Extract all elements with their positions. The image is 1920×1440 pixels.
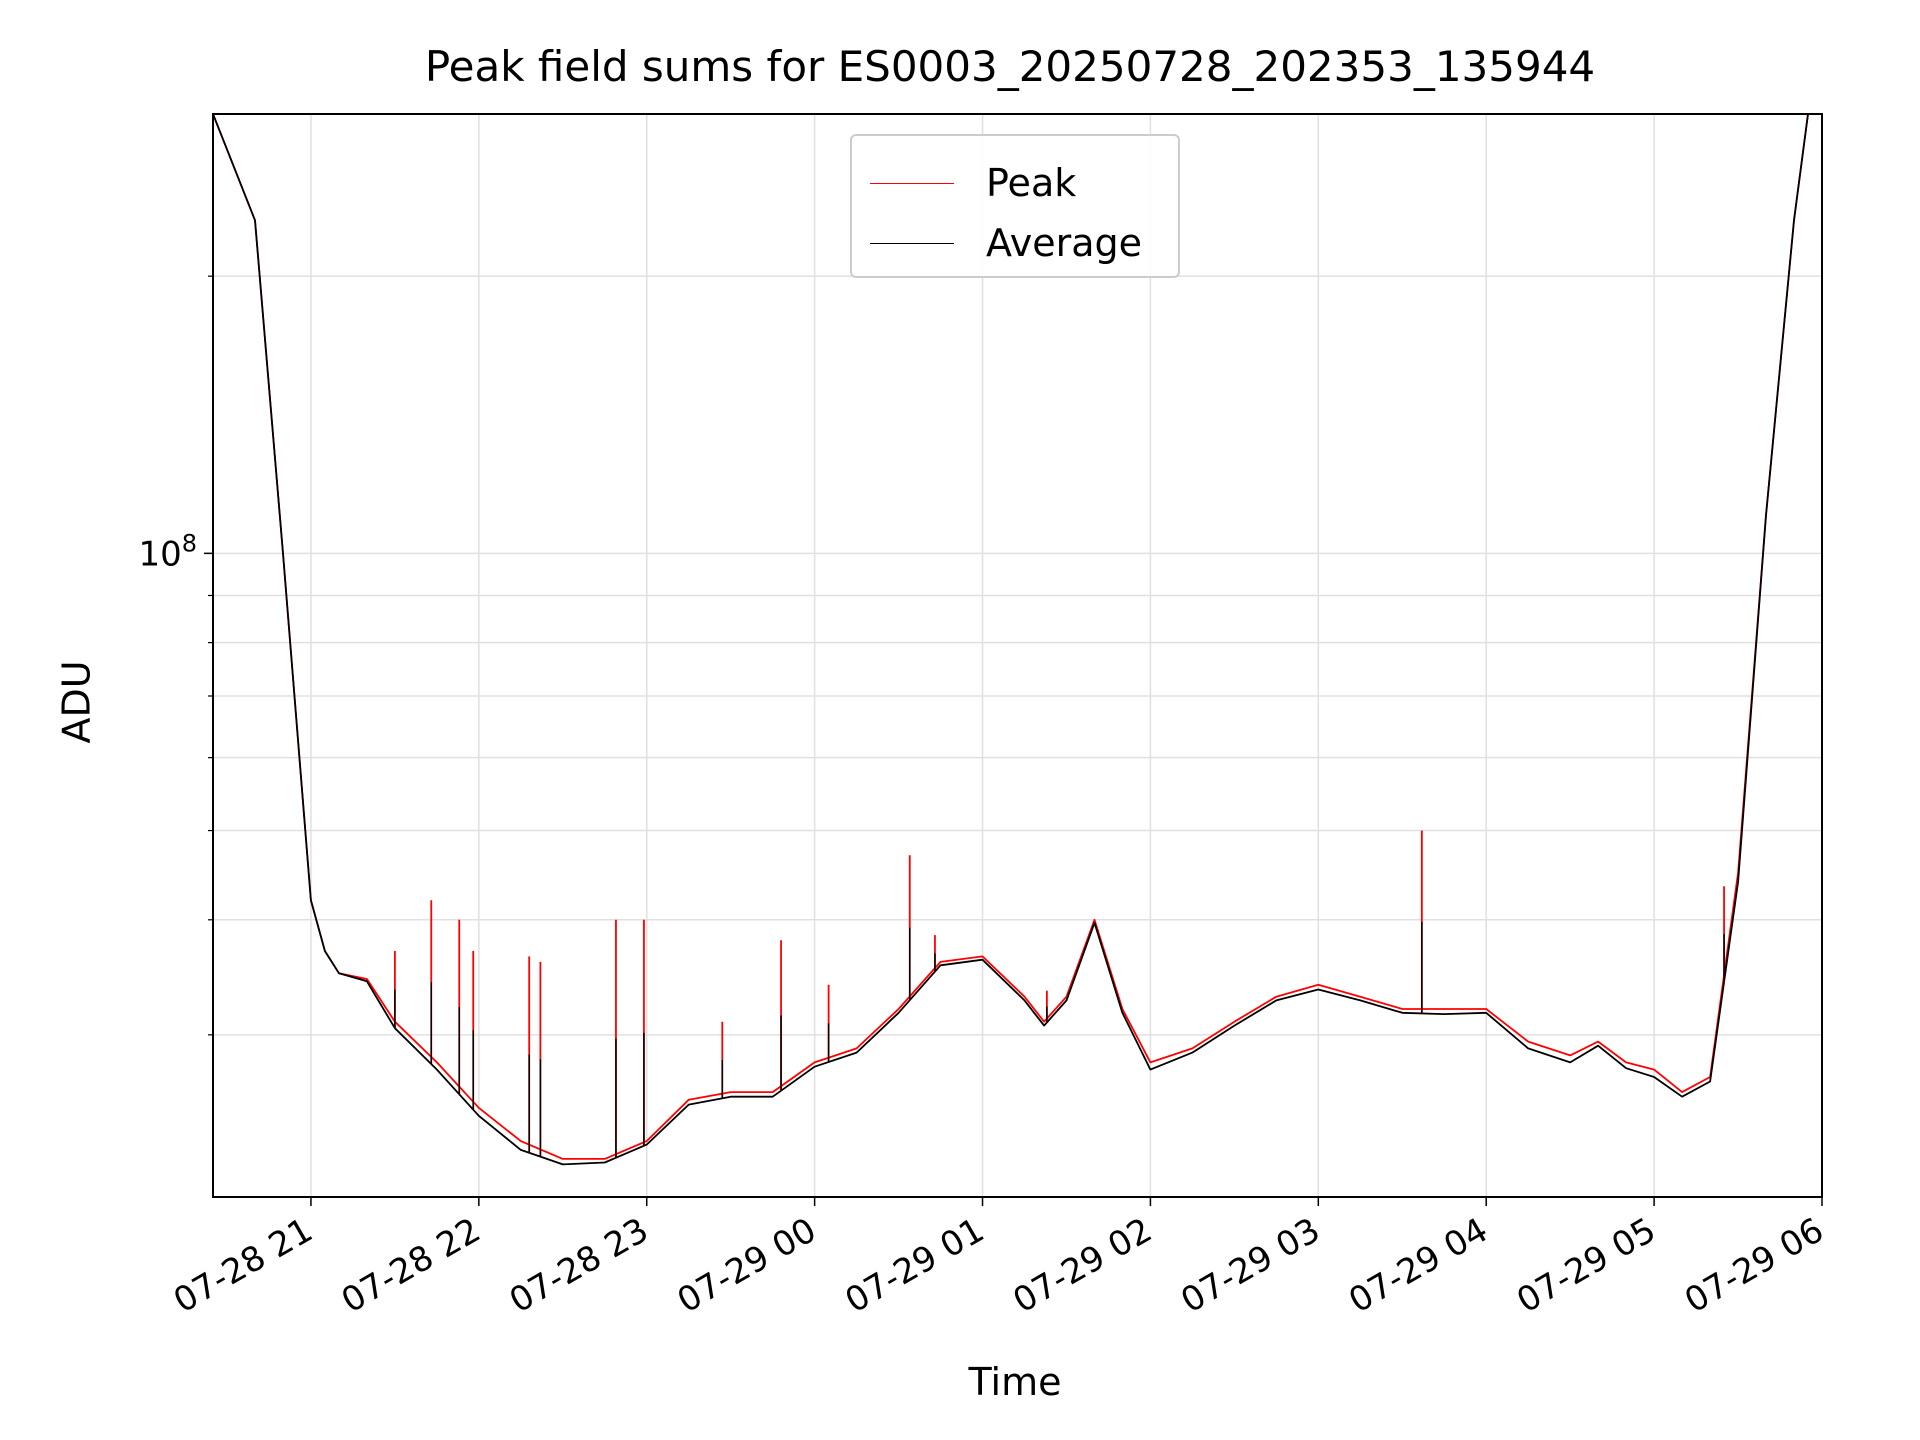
- legend-item-peak: Peak: [870, 158, 1076, 208]
- y-axis-label: ADU: [54, 660, 99, 744]
- x-tick-label: 07-28 21: [167, 1210, 319, 1321]
- x-tick-label: 07-29 03: [1174, 1210, 1326, 1321]
- series-group: [213, 114, 1809, 1166]
- x-axis-label: Time: [968, 1360, 1062, 1404]
- x-tick-label: 07-29 01: [839, 1210, 991, 1321]
- legend-swatch-peak: [870, 182, 954, 184]
- legend-label-average: Average: [986, 221, 1143, 265]
- axis-ticks: 07-28 21 07-28 22 07-28 23 07-29 00 07-29 01…: [138, 275, 1831, 1321]
- x-tick-label: 07-29 02: [1007, 1210, 1159, 1321]
- series-line-peak: [213, 114, 1809, 1160]
- x-tick-label: 07-28 22: [335, 1210, 487, 1321]
- y-tick-label: 108: [138, 529, 197, 574]
- x-tick-label: 07-29 05: [1510, 1210, 1662, 1321]
- chart-title: Peak field sums for ES0003_20250728_2023…: [424, 42, 1596, 91]
- plot-frame: [212, 113, 1823, 1198]
- legend: Peak Average: [850, 134, 1180, 278]
- legend-swatch-average: [870, 242, 954, 244]
- x-tick-label: 07-29 04: [1342, 1210, 1494, 1321]
- x-tick-label: 07-28 23: [503, 1210, 655, 1321]
- x-tick-label: 07-29 00: [671, 1210, 823, 1321]
- x-tick-label: 07-29 06: [1678, 1210, 1830, 1321]
- series-line-average: [213, 114, 1809, 1166]
- legend-label-peak: Peak: [986, 161, 1077, 205]
- legend-item-average: Average: [870, 218, 1142, 268]
